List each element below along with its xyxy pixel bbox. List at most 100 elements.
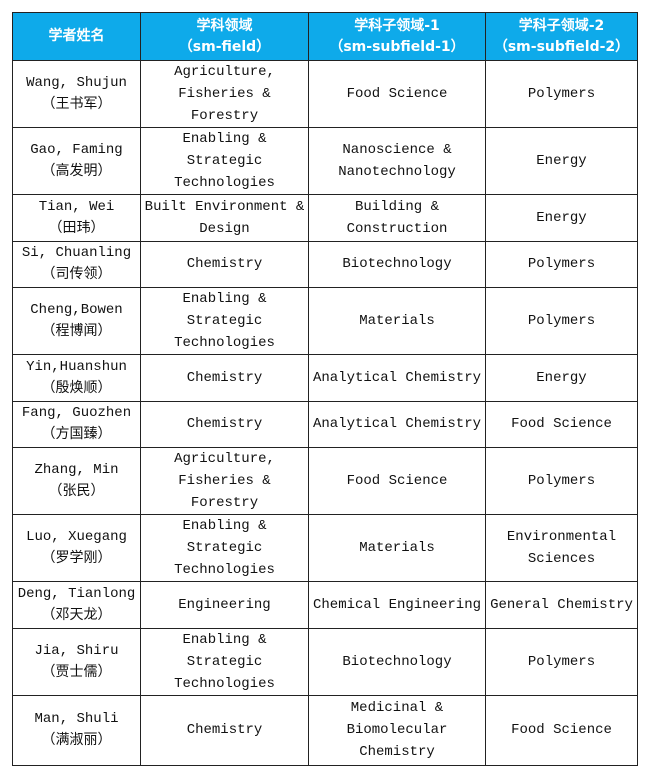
cell-line: 学科子领域-2 xyxy=(518,17,605,34)
cell-line: Food Science xyxy=(511,722,612,738)
table-cell: Agriculture, Fisheries & Forestry xyxy=(140,60,309,128)
table-row: Luo, Xuegang （罗学刚） Enabling & Strategic Tec… xyxy=(12,514,638,582)
table-row: Cheng,Bowen （程博闻） Enabling & Strategic Tech… xyxy=(12,287,638,355)
cell-line: Enabling & Strategic xyxy=(182,131,267,169)
cell-line: Luo, Xuegang xyxy=(26,529,127,545)
cell-line: Energy xyxy=(536,153,587,169)
cell-line: Nanoscience & xyxy=(342,142,452,158)
table-row: Gao, Faming （高发明） Enabling & Strategic Tech… xyxy=(12,127,638,195)
table-cell: Luo, Xuegang （罗学刚） xyxy=(12,514,141,582)
cell-line: Polymers xyxy=(527,653,596,670)
table-body: Wang, Shujun （王书军） Agriculture, Fisheries &… xyxy=(12,60,638,766)
table-cell: Agriculture, Fisheries & Forestry xyxy=(140,447,309,515)
cell-line: Tian, Wei xyxy=(38,198,115,215)
table-cell: Chemistry xyxy=(140,240,309,288)
cell-line: Food Science xyxy=(511,416,612,433)
table-cell: Biotechnology xyxy=(308,240,486,288)
header-cell: 学者姓名 xyxy=(12,12,141,61)
cell-line: Polymers xyxy=(527,473,596,489)
table-cell: Materials xyxy=(308,287,486,355)
cell-line: Technologies xyxy=(174,175,275,191)
table-cell: Medicinal & Biomolecular Chemistry xyxy=(308,694,486,766)
table-cell: Chemistry xyxy=(140,400,309,448)
table-cell: Nanoscience & Nanotechnology xyxy=(308,127,486,195)
page: 学者姓名 学科领域 （sm-field） 学科子领域-1 （sm-subfield-1）… xyxy=(12,12,638,766)
table-cell: Analytical Chemistry xyxy=(308,400,486,448)
header-cell: 学科子领域-1 （sm-subfield-1） xyxy=(308,12,486,61)
cell-line: Zhang, Min xyxy=(34,462,119,478)
cell-line: Chemistry xyxy=(359,744,435,760)
cell-line: Chemistry xyxy=(186,256,263,273)
cell-line: Fisheries & Forestry xyxy=(178,86,271,124)
table-cell: Environmental Sciences xyxy=(485,514,638,582)
cell-line: （满淑丽） xyxy=(41,733,112,749)
cell-line: Technologies xyxy=(174,562,275,578)
table-cell: Built Environment & Design xyxy=(140,194,309,242)
table-row: Jia, Shiru （贾士儒） Enabling & Strategic Techn… xyxy=(12,627,638,696)
cell-line: （sm-field） xyxy=(178,38,271,55)
cell-line: （方国臻） xyxy=(41,427,112,444)
table-cell: Jia, Shiru （贾士儒） xyxy=(12,627,141,696)
table-cell: Food Science xyxy=(485,694,638,766)
table-cell: Zhang, Min （张民） xyxy=(12,447,141,515)
cell-line: 学科领域 xyxy=(196,17,253,34)
cell-line: Design xyxy=(199,220,250,237)
table-cell: Enabling & Strategic Technologies xyxy=(140,287,309,355)
table-cell: Enabling & Strategic Technologies xyxy=(140,627,309,696)
table-cell: Energy xyxy=(485,354,638,402)
header-row: 学者姓名 学科领域 （sm-field） 学科子领域-1 （sm-subfield-1）… xyxy=(12,12,638,61)
cell-line: Chemistry xyxy=(186,416,263,433)
cell-line: Construction xyxy=(346,220,448,237)
cell-line: Engineering xyxy=(178,596,271,613)
cell-line: Materials xyxy=(359,540,435,556)
cell-line: （罗学刚） xyxy=(41,551,112,567)
cell-line: Technologies xyxy=(174,675,275,692)
cell-line: Sciences xyxy=(527,551,596,567)
cell-line: Energy xyxy=(536,209,587,226)
cell-line: Deng, Tianlong xyxy=(17,585,136,602)
cell-line: （程博闻） xyxy=(41,324,112,340)
cell-line: Fang, Guozhen xyxy=(21,405,132,422)
cell-line: Enabling & Strategic xyxy=(182,291,267,329)
table-cell: Polymers xyxy=(485,447,638,515)
cell-line: General Chemistry xyxy=(490,596,633,613)
table-cell: Chemistry xyxy=(140,694,309,766)
cell-line: Medicinal & xyxy=(350,700,444,716)
table-cell: Gao, Faming （高发明） xyxy=(12,127,141,195)
table-cell: Tian, Wei （田玮） xyxy=(12,194,141,242)
cell-line: Polymers xyxy=(527,86,596,102)
table-cell: Engineering xyxy=(140,581,309,629)
cell-line: Chemical Engineering xyxy=(312,596,482,613)
cell-line: Energy xyxy=(536,369,587,386)
cell-line: Polymers xyxy=(527,256,596,273)
table-cell: General Chemistry xyxy=(485,581,638,629)
table-cell: Chemistry xyxy=(140,354,309,402)
cell-line: （王书军） xyxy=(41,97,112,113)
cell-line: Si, Chuanling xyxy=(21,245,132,262)
cell-line: Analytical Chemistry xyxy=(312,416,482,433)
cell-line: Biotechnology xyxy=(342,256,452,273)
cell-line: Building & xyxy=(354,198,439,215)
table-cell: Chemical Engineering xyxy=(308,581,486,629)
cell-line: Polymers xyxy=(527,313,596,329)
cell-line: Food Science xyxy=(346,86,448,102)
table-cell: Polymers xyxy=(485,60,638,128)
table-row: Wang, Shujun （王书军） Agriculture, Fisheries &… xyxy=(12,60,638,128)
cell-line: Jia, Shiru xyxy=(34,642,119,659)
table-row: Man, Shuli （满淑丽） Chemistry Medicinal & Biomo… xyxy=(12,694,638,766)
cell-line: Technologies xyxy=(174,335,275,351)
cell-line: （殷焕顺） xyxy=(41,380,112,397)
header-cell: 学科子领域-2 （sm-subfield-2） xyxy=(485,12,638,61)
table-cell: Energy xyxy=(485,127,638,195)
table-cell: Energy xyxy=(485,194,638,242)
cell-line: Materials xyxy=(359,313,435,329)
table-row: Tian, Wei （田玮） Built Environment & Design Bu… xyxy=(12,194,638,242)
table-row: Zhang, Min （张民） Agriculture, Fisheries & Fo… xyxy=(12,447,638,515)
cell-line: （司传领） xyxy=(41,267,112,284)
table-cell: Biotechnology xyxy=(308,627,486,696)
table-row: Yin,Huanshun （殷焕顺） Chemistry Analytical Che… xyxy=(12,354,638,402)
cell-line: （贾士儒） xyxy=(41,664,112,681)
cell-line: Food Science xyxy=(346,473,448,489)
table-cell: Food Science xyxy=(485,400,638,448)
cell-line: Man, Shuli xyxy=(34,711,119,727)
